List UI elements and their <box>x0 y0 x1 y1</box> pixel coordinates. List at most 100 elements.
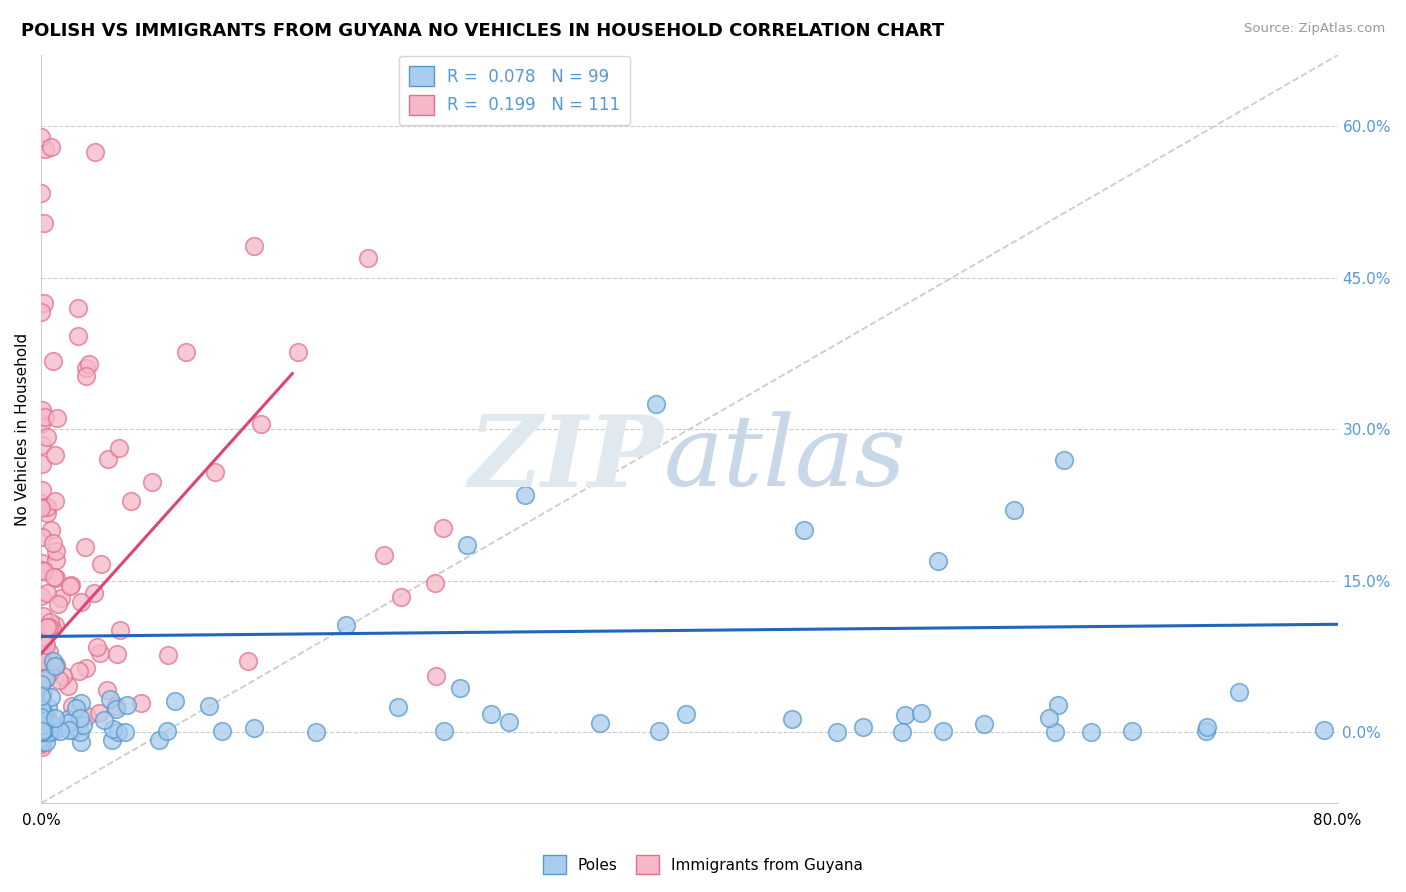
Point <box>30 701 52 715</box>
Point <box>83 586 105 600</box>
Point <box>425 669 447 683</box>
Point <box>39 721 62 735</box>
Point <box>39 615 62 630</box>
Point <box>387 700 409 714</box>
Point <box>44 448 66 462</box>
Point <box>60 578 83 592</box>
Text: atlas: atlas <box>664 411 907 507</box>
Point <box>31 718 53 732</box>
Point <box>90 557 112 571</box>
Point <box>37 722 59 736</box>
Point <box>589 716 612 731</box>
Point <box>34 142 56 156</box>
Point <box>48 673 70 687</box>
Point <box>32 216 55 230</box>
Point <box>39 719 62 733</box>
Point <box>44 722 66 736</box>
Point <box>30 186 52 200</box>
Point <box>305 724 328 739</box>
Point <box>357 251 380 265</box>
Point <box>38 724 60 739</box>
Point <box>45 552 67 566</box>
Point <box>243 239 266 253</box>
Point <box>65 700 87 714</box>
Point <box>93 714 115 728</box>
Point <box>105 702 128 716</box>
Point <box>108 441 131 455</box>
Point <box>31 735 53 749</box>
Point <box>38 620 60 634</box>
Point <box>34 723 56 737</box>
Text: ZIP: ZIP <box>468 411 664 508</box>
Point <box>30 724 52 739</box>
Point <box>58 723 80 737</box>
Point <box>31 739 53 754</box>
Point <box>31 556 53 570</box>
Point <box>30 648 52 662</box>
Point <box>35 671 58 685</box>
Point <box>449 681 471 695</box>
Point <box>34 707 56 722</box>
Point <box>129 697 152 711</box>
Point <box>35 620 58 634</box>
Point <box>72 718 94 732</box>
Point <box>156 723 179 738</box>
Point <box>910 706 932 720</box>
Point <box>30 724 52 739</box>
Point <box>41 724 63 739</box>
Point <box>32 713 55 727</box>
Point <box>44 569 66 583</box>
Point <box>34 714 56 728</box>
Point <box>37 699 59 714</box>
Point <box>38 666 60 681</box>
Point <box>31 724 53 739</box>
Point <box>69 711 91 725</box>
Point <box>31 637 53 651</box>
Point <box>44 618 66 632</box>
Point <box>75 660 97 674</box>
Legend: R =  0.078   N = 99, R =  0.199   N = 111: R = 0.078 N = 99, R = 0.199 N = 111 <box>399 56 630 125</box>
Point <box>197 698 219 713</box>
Point <box>30 677 52 691</box>
Point <box>1080 725 1102 739</box>
Point <box>84 145 107 159</box>
Point <box>49 591 72 606</box>
Point <box>1121 724 1143 739</box>
Point <box>31 457 53 471</box>
Point <box>30 714 52 729</box>
Point <box>30 500 52 515</box>
Point <box>42 655 65 669</box>
Point <box>498 714 520 729</box>
Point <box>793 523 815 537</box>
Point <box>101 733 124 747</box>
Point <box>42 536 65 550</box>
Point <box>1002 503 1025 517</box>
Point <box>236 654 259 668</box>
Point <box>39 690 62 705</box>
Point <box>31 698 53 713</box>
Point <box>30 590 52 604</box>
Point <box>30 689 52 703</box>
Point <box>456 538 478 552</box>
Point <box>52 669 75 683</box>
Point <box>30 711 52 725</box>
Point <box>141 475 163 490</box>
Point <box>56 679 79 693</box>
Point <box>515 488 537 502</box>
Point <box>30 724 52 739</box>
Point <box>87 706 110 720</box>
Point <box>115 698 138 712</box>
Point <box>45 410 67 425</box>
Point <box>35 430 58 444</box>
Point <box>108 623 131 637</box>
Point <box>1227 685 1250 699</box>
Legend: Poles, Immigrants from Guyana: Poles, Immigrants from Guyana <box>537 849 869 880</box>
Point <box>69 724 91 739</box>
Point <box>30 690 52 704</box>
Point <box>35 735 58 749</box>
Point <box>423 575 446 590</box>
Point <box>30 738 52 752</box>
Point <box>156 648 179 663</box>
Point <box>34 638 56 652</box>
Point <box>60 698 83 713</box>
